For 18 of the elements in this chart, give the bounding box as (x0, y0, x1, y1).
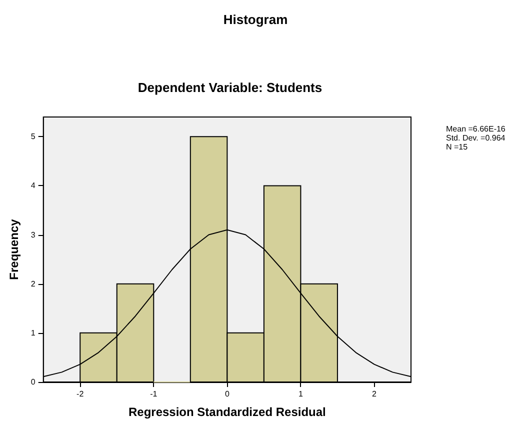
x-tick-label: -2 (76, 390, 84, 398)
x-tick-label: -1 (150, 390, 158, 398)
y-axis-title: Frequency (7, 218, 21, 280)
text: N =15 (446, 142, 468, 152)
text: Mean =6.66E-16 (446, 124, 506, 134)
x-tick-label: 1 (298, 390, 304, 398)
chart-title: Histogram (223, 12, 288, 27)
y-tick-label: 0 (30, 378, 36, 386)
y-tick-label: 1 (30, 328, 36, 338)
text: Std. Dev. =0.964 (446, 134, 506, 142)
chart-subtitle: Dependent Variable: Students (138, 80, 322, 95)
y-tick-label: 4 (30, 181, 36, 190)
x-tick-label: 2 (372, 390, 378, 398)
y-tick-label: 5 (30, 132, 36, 142)
x-axis-title: Regression Standardized Residual (128, 405, 326, 419)
x-tick-label: 0 (224, 390, 230, 398)
y-tick-label: 2 (30, 279, 36, 288)
y-tick-label: 3 (30, 230, 36, 240)
